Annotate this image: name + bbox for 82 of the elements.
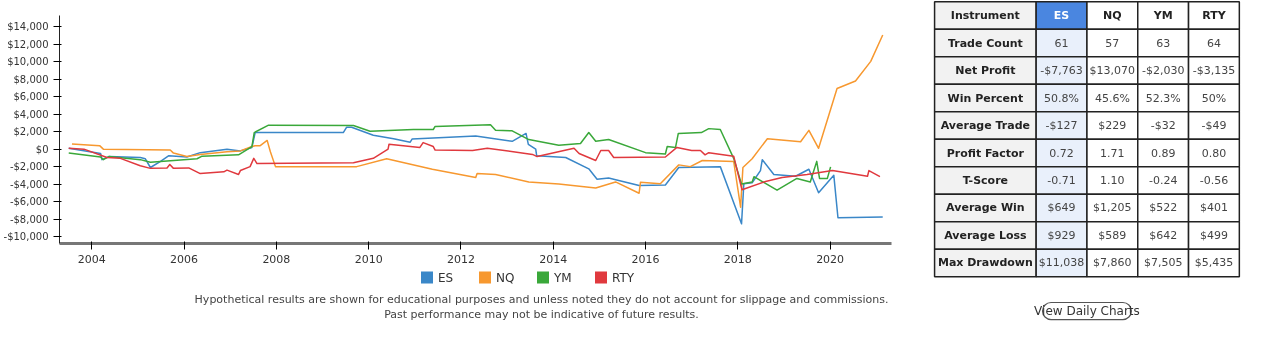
category-label: Average Loss (944, 228, 1027, 242)
x-tick-label: 2004 (77, 252, 106, 266)
y-tick-label: $6,000 (13, 91, 49, 103)
y-tick-label: $12,000 (7, 38, 49, 50)
text: 45.6% (1094, 91, 1130, 105)
text: Hypothetical results are shown for educational purposes and unless noted they do not account for slippage and commissions. (194, 293, 889, 306)
category-label: RTY (1202, 9, 1227, 23)
text: 50.8% (1044, 91, 1080, 105)
text: 0.89 (1150, 147, 1176, 161)
category-label: Trade Count (947, 36, 1023, 50)
x-tick-label: 2018 (723, 252, 752, 266)
y-tick-label: $2,000 (13, 126, 49, 138)
text: -0.71 (1047, 174, 1076, 188)
line-series (67, 141, 881, 191)
text: -$127 (1045, 119, 1078, 133)
category-label: NQ (1103, 9, 1122, 23)
text: View Daily Charts (1034, 304, 1140, 319)
x-tick-label: 2006 (170, 252, 199, 266)
y-tick-label: $0 (35, 143, 49, 155)
text: 64 (1206, 37, 1221, 51)
text: $929 (1047, 228, 1076, 242)
category-label: T-Score (962, 173, 1009, 187)
text: $11,038 (1038, 256, 1085, 270)
text: $642 (1149, 228, 1178, 242)
text: 0.80 (1201, 147, 1227, 161)
text: $499 (1199, 228, 1228, 242)
category-label: Win Percent (947, 91, 1024, 105)
text: 50% (1201, 91, 1227, 105)
text: 57 (1105, 37, 1120, 51)
category-label: ES (1053, 9, 1070, 23)
text: $7,505 (1143, 256, 1183, 270)
text: -$49 (1201, 119, 1227, 133)
text: Past performance may not be indicative of future results. (384, 308, 699, 321)
text: $229 (1098, 119, 1127, 133)
y-tick-label: -$4,000 (9, 178, 49, 190)
category-label: Net Profit (955, 64, 1016, 78)
text: $7,860 (1093, 256, 1132, 270)
text: 63 (1156, 37, 1171, 51)
line-series (67, 123, 832, 191)
text: 52.3% (1145, 91, 1181, 105)
legend-label: NQ (496, 270, 515, 285)
text: $401 (1199, 201, 1228, 215)
x-tick-label: 2010 (354, 252, 383, 266)
text: -$2,030 (1141, 64, 1185, 78)
y-tick-label: $14,000 (7, 21, 49, 33)
text: -$3,135 (1192, 64, 1236, 78)
category-label: Profit Factor (946, 146, 1025, 160)
x-tick-label: 2020 (816, 252, 845, 266)
x-tick-label: 2016 (631, 252, 660, 266)
text: $5,435 (1194, 256, 1234, 270)
text: $522 (1149, 201, 1178, 215)
y-tick-label: -$2,000 (9, 161, 49, 173)
line-series (71, 34, 884, 208)
text: Instrument (950, 9, 1020, 23)
x-tick-label: 2012 (446, 252, 475, 266)
y-tick-label: $4,000 (13, 108, 49, 120)
legend-label: YM (553, 270, 572, 285)
text: 1.10 (1100, 174, 1125, 188)
y-tick-label: -$10,000 (3, 231, 49, 243)
text: 1.71 (1100, 147, 1125, 161)
x-tick-label: 2008 (262, 252, 291, 266)
text: $13,070 (1089, 64, 1136, 78)
legend-label: ES (438, 270, 454, 285)
y-tick-label: $10,000 (7, 56, 49, 68)
y-tick-label: $8,000 (13, 73, 49, 85)
text: -$32 (1150, 119, 1176, 133)
category-label: Average Trade (940, 119, 1030, 133)
category-label: Average Win (946, 201, 1025, 215)
category-label: YM (1152, 9, 1173, 23)
text: -0.56 (1199, 174, 1229, 188)
text: 61 (1054, 37, 1069, 51)
y-tick-label: -$8,000 (9, 213, 49, 225)
text: $1,205 (1093, 201, 1132, 215)
y-tick-label: -$6,000 (9, 196, 49, 208)
text: -$7,763 (1040, 64, 1083, 78)
text: 0.72 (1049, 147, 1074, 161)
text: -0.24 (1148, 174, 1178, 188)
legend-label: RTY (612, 270, 635, 285)
category-label: Max Drawdown (937, 256, 1033, 270)
text: $589 (1098, 228, 1127, 242)
x-tick-label: 2014 (539, 252, 568, 266)
text: $649 (1047, 201, 1076, 215)
